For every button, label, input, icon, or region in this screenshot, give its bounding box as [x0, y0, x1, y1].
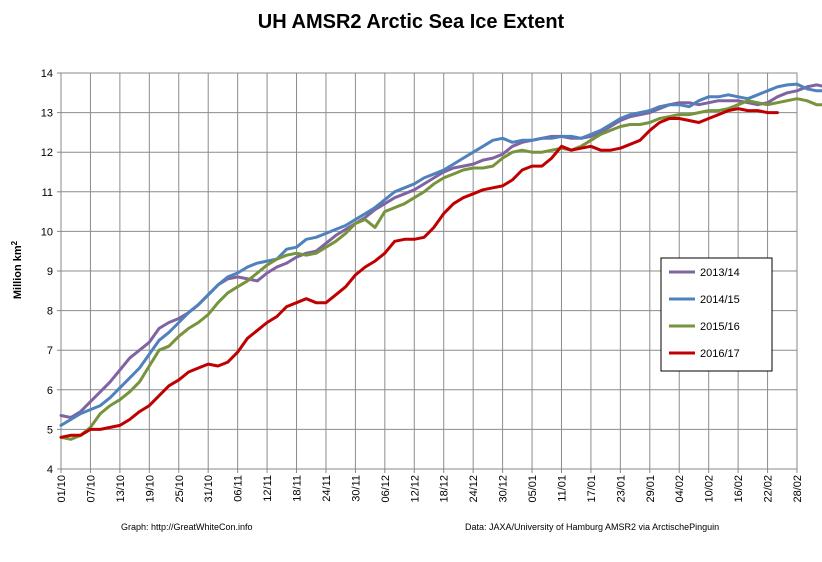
x-tick-label-22: 10/02	[704, 475, 716, 503]
x-tick-label-13: 18/12	[439, 475, 451, 503]
y-axis-label: Million km2	[10, 240, 24, 299]
x-tick-label-19: 23/01	[615, 475, 627, 503]
y-tick-label-6: 10	[41, 226, 53, 238]
x-tick-label-5: 31/10	[203, 475, 215, 503]
x-tick-label-15: 30/12	[498, 475, 510, 503]
x-tick-label-1: 07/10	[85, 475, 97, 503]
y-tick-label-3: 7	[47, 345, 53, 357]
x-tick-label-2: 13/10	[115, 475, 127, 503]
y-tick-label-0: 4	[47, 464, 53, 476]
y-tick-label-9: 13	[41, 108, 53, 120]
y-tick-label-5: 9	[47, 266, 53, 278]
x-tick-label-8: 18/11	[292, 475, 304, 502]
x-tick-label-7: 12/11	[262, 475, 274, 502]
footer-source: Data: JAXA/University of Hamburg AMSR2 v…	[465, 522, 719, 532]
legend-label-2015-16: 2015/16	[700, 321, 740, 333]
x-tick-label-14: 24/12	[468, 475, 480, 503]
x-tick-label-17: 11/01	[556, 475, 568, 502]
y-tick-label-10: 14	[41, 68, 53, 80]
y-axis-label-superscript: 2	[10, 240, 19, 245]
legend-label-2013-14: 2013/14	[700, 267, 740, 279]
series-lines	[59, 82, 822, 441]
legend-box	[660, 257, 773, 372]
y-tick-label-4: 8	[47, 306, 53, 318]
x-tick-label-23: 16/02	[733, 475, 745, 503]
x-axis: 01/10 07/10 13/10 19/10 25/10 31/10 06/11 12/11…	[56, 469, 804, 503]
x-tick-label-10: 30/11	[350, 475, 362, 502]
y-tick-label-2: 6	[47, 385, 53, 397]
y-tick-label-8: 12	[41, 147, 53, 159]
y-tick-label-1: 5	[47, 424, 53, 436]
series-line-2015-16	[59, 97, 822, 441]
x-tick-label-0: 01/10	[56, 475, 68, 503]
x-tick-label-4: 25/10	[174, 475, 186, 503]
x-tick-label-20: 29/01	[645, 475, 657, 503]
x-tick-label-16: 05/01	[527, 475, 539, 503]
x-tick-label-3: 19/10	[144, 475, 156, 503]
chart-title: UH AMSR2 Arctic Sea Ice Extent	[258, 11, 565, 33]
x-tick-label-9: 24/11	[321, 475, 333, 502]
x-tick-label-21: 04/02	[674, 475, 686, 503]
y-axis-label-text: Million km	[12, 245, 24, 299]
footer-credit: Graph: http://GreatWhiteCon.info	[121, 522, 253, 532]
x-tick-label-12: 12/12	[409, 475, 421, 503]
x-tick-label-24: 22/02	[763, 475, 775, 503]
y-tick-label-7: 11	[42, 187, 53, 199]
x-tick-label-25: 28/02	[792, 475, 804, 503]
legend-label-2014-15: 2014/15	[700, 294, 740, 306]
series-line-2016-17	[59, 107, 779, 439]
legend-label-2016-17: 2016/17	[700, 348, 740, 360]
legend: 2013/14 2014/15 2015/16 2016/17	[660, 257, 773, 372]
x-tick-label-6: 06/11	[233, 475, 245, 502]
y-axis: 4 5 6 7 8 9 10 11 12 13 14	[41, 68, 61, 476]
x-tick-label-18: 17/01	[586, 475, 598, 503]
x-tick-label-11: 06/12	[380, 475, 392, 503]
series-line-2014-15	[59, 82, 822, 427]
